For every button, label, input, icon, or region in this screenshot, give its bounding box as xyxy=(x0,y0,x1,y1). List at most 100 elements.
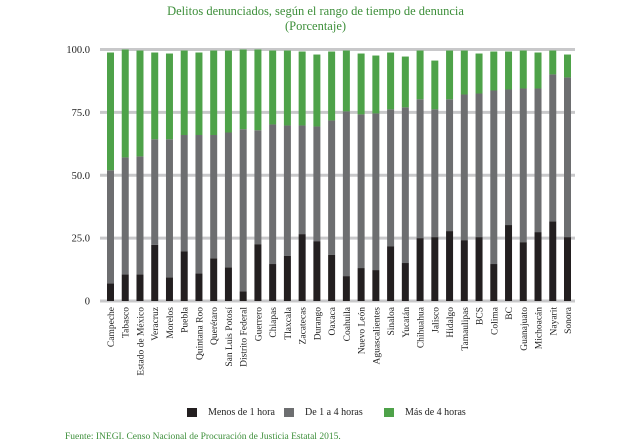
bar-stack xyxy=(387,52,395,301)
bar-stack xyxy=(313,54,321,301)
x-tick-label: Coahuila xyxy=(343,306,353,341)
bar-stack xyxy=(519,50,527,301)
bar-segment-m-s-de-4-horas xyxy=(269,50,277,125)
bar-stack xyxy=(254,49,262,301)
bar-segment-m-s-de-4-horas xyxy=(460,50,468,95)
bar-stack xyxy=(107,52,114,301)
y-tick-label: 50.0 xyxy=(72,171,90,182)
bar-segment-de-1-a-4-horas xyxy=(564,77,571,238)
bar-segment-de-1-a-4-horas xyxy=(357,114,365,269)
bar-segment-menos-de-1-hora xyxy=(534,232,542,301)
bar-segment-de-1-a-4-horas xyxy=(180,135,188,252)
bar-stack xyxy=(357,53,365,301)
x-tick-label: BCS xyxy=(476,307,486,325)
bar-segment-de-1-a-4-horas xyxy=(136,156,144,275)
bar-segment-menos-de-1-hora xyxy=(564,237,571,301)
bar-segment-menos-de-1-hora xyxy=(239,291,247,301)
bar-stack xyxy=(475,53,483,301)
bar-segment-m-s-de-4-horas xyxy=(283,50,291,126)
bar-segment-menos-de-1-hora xyxy=(107,283,114,301)
bar-stack xyxy=(283,50,291,301)
bar-stack xyxy=(195,52,203,301)
x-tick-label: Veracruz xyxy=(151,307,161,341)
source-note: Fuente: INEGI. Censo Nacional de Procura… xyxy=(65,432,341,442)
bar-segment-de-1-a-4-horas xyxy=(298,125,306,235)
bar-segment-de-1-a-4-horas xyxy=(549,74,557,222)
stacked-bar-chart: 0 25.0 50.0 75.0 100.0 Campeche Tabasco Estado… xyxy=(66,45,575,376)
bar-segment-menos-de-1-hora xyxy=(269,264,277,301)
bar-segment-menos-de-1-hora xyxy=(387,246,395,301)
x-axis-ticks: Campeche Tabasco Estado de México Veracruz M… xyxy=(107,306,574,375)
bar-segment-menos-de-1-hora xyxy=(195,273,203,301)
bar-segment-m-s-de-4-horas xyxy=(121,49,129,158)
x-tick-label: Tamaulipas xyxy=(461,307,471,351)
bar-segment-m-s-de-4-horas xyxy=(180,50,188,136)
bar-stack xyxy=(549,50,557,301)
bar-segment-menos-de-1-hora xyxy=(490,264,498,301)
bar-segment-de-1-a-4-horas xyxy=(165,139,173,278)
legend-item-de-1-a-4-horas: De 1 a 4 horas xyxy=(284,405,363,419)
bar-segment-m-s-de-4-horas xyxy=(313,54,321,127)
bar-segment-de-1-a-4-horas xyxy=(328,120,336,255)
legend-swatch-de-1-a-4-horas xyxy=(284,407,294,417)
bar-segment-menos-de-1-hora xyxy=(549,221,557,301)
y-axis-ticks: 0 25.0 50.0 75.0 100.0 xyxy=(66,45,90,308)
bar-segment-de-1-a-4-horas xyxy=(254,130,262,245)
bar-segment-m-s-de-4-horas xyxy=(224,50,232,133)
bar-stack xyxy=(372,55,380,301)
x-tick-label: Oaxaca xyxy=(328,306,338,335)
y-tick-label: 100.0 xyxy=(66,45,90,56)
bar-stack xyxy=(165,53,173,301)
bar-segment-de-1-a-4-horas xyxy=(475,93,483,238)
bar-stack xyxy=(446,50,454,301)
bar-segment-m-s-de-4-horas xyxy=(534,52,542,89)
x-tick-label: Durango xyxy=(313,307,323,340)
bar-segment-m-s-de-4-horas xyxy=(387,52,395,110)
bar-stack xyxy=(401,56,409,301)
bar-segment-m-s-de-4-horas xyxy=(564,54,571,78)
bar-segment-de-1-a-4-horas xyxy=(107,170,114,284)
chart-subtitle: (Porcentaje) xyxy=(284,19,347,33)
bar-segment-de-1-a-4-horas xyxy=(372,113,380,271)
bar-segment-de-1-a-4-horas xyxy=(342,111,350,277)
x-tick-label: Tabasco xyxy=(122,307,132,338)
x-tick-label: Hidalgo xyxy=(446,307,456,338)
bar-segment-m-s-de-4-horas xyxy=(372,55,380,114)
bar-segment-m-s-de-4-horas xyxy=(210,50,218,136)
bar-stack xyxy=(505,51,513,301)
x-tick-label: Sinaloa xyxy=(387,306,397,335)
bar-stack xyxy=(534,52,542,301)
bar-segment-de-1-a-4-horas xyxy=(431,109,439,238)
bar-segment-de-1-a-4-horas xyxy=(460,94,468,241)
x-tick-label: Estado de México xyxy=(136,307,146,376)
bar-segment-de-1-a-4-horas xyxy=(210,135,218,259)
bar-segment-m-s-de-4-horas xyxy=(254,49,262,131)
bar-segment-menos-de-1-hora xyxy=(372,270,380,301)
bar-segment-m-s-de-4-horas xyxy=(298,51,306,126)
x-tick-label: Distrito Federal xyxy=(240,307,250,367)
x-tick-label: Guerrero xyxy=(254,307,264,342)
bar-segment-menos-de-1-hora xyxy=(401,263,409,301)
y-tick-label: 25.0 xyxy=(72,234,90,245)
bar-stack xyxy=(224,50,232,301)
bar-segment-menos-de-1-hora xyxy=(357,268,365,301)
bar-segment-de-1-a-4-horas xyxy=(505,89,513,226)
bar-segment-menos-de-1-hora xyxy=(136,274,144,301)
bar-segment-de-1-a-4-horas xyxy=(534,88,542,233)
x-tick-label: Chiapas xyxy=(269,307,279,338)
bar-stack xyxy=(416,50,424,301)
bar-segment-de-1-a-4-horas xyxy=(313,126,321,242)
bar-segment-m-s-de-4-horas xyxy=(151,52,159,140)
bar-stack xyxy=(564,54,571,301)
bar-segment-menos-de-1-hora xyxy=(254,244,262,301)
x-tick-label: Quintana Roo xyxy=(195,307,205,360)
x-tick-label: Michoacán xyxy=(535,307,545,349)
bar-segment-m-s-de-4-horas xyxy=(357,53,365,115)
x-tick-label: Nayarit xyxy=(549,307,559,336)
bar-stack xyxy=(431,60,439,301)
bar-stack xyxy=(298,51,306,301)
bar-segment-menos-de-1-hora xyxy=(519,242,527,301)
x-tick-label: Morelos xyxy=(166,307,176,339)
x-tick-label: Querétaro xyxy=(210,307,220,345)
bar-segment-menos-de-1-hora xyxy=(283,255,291,301)
